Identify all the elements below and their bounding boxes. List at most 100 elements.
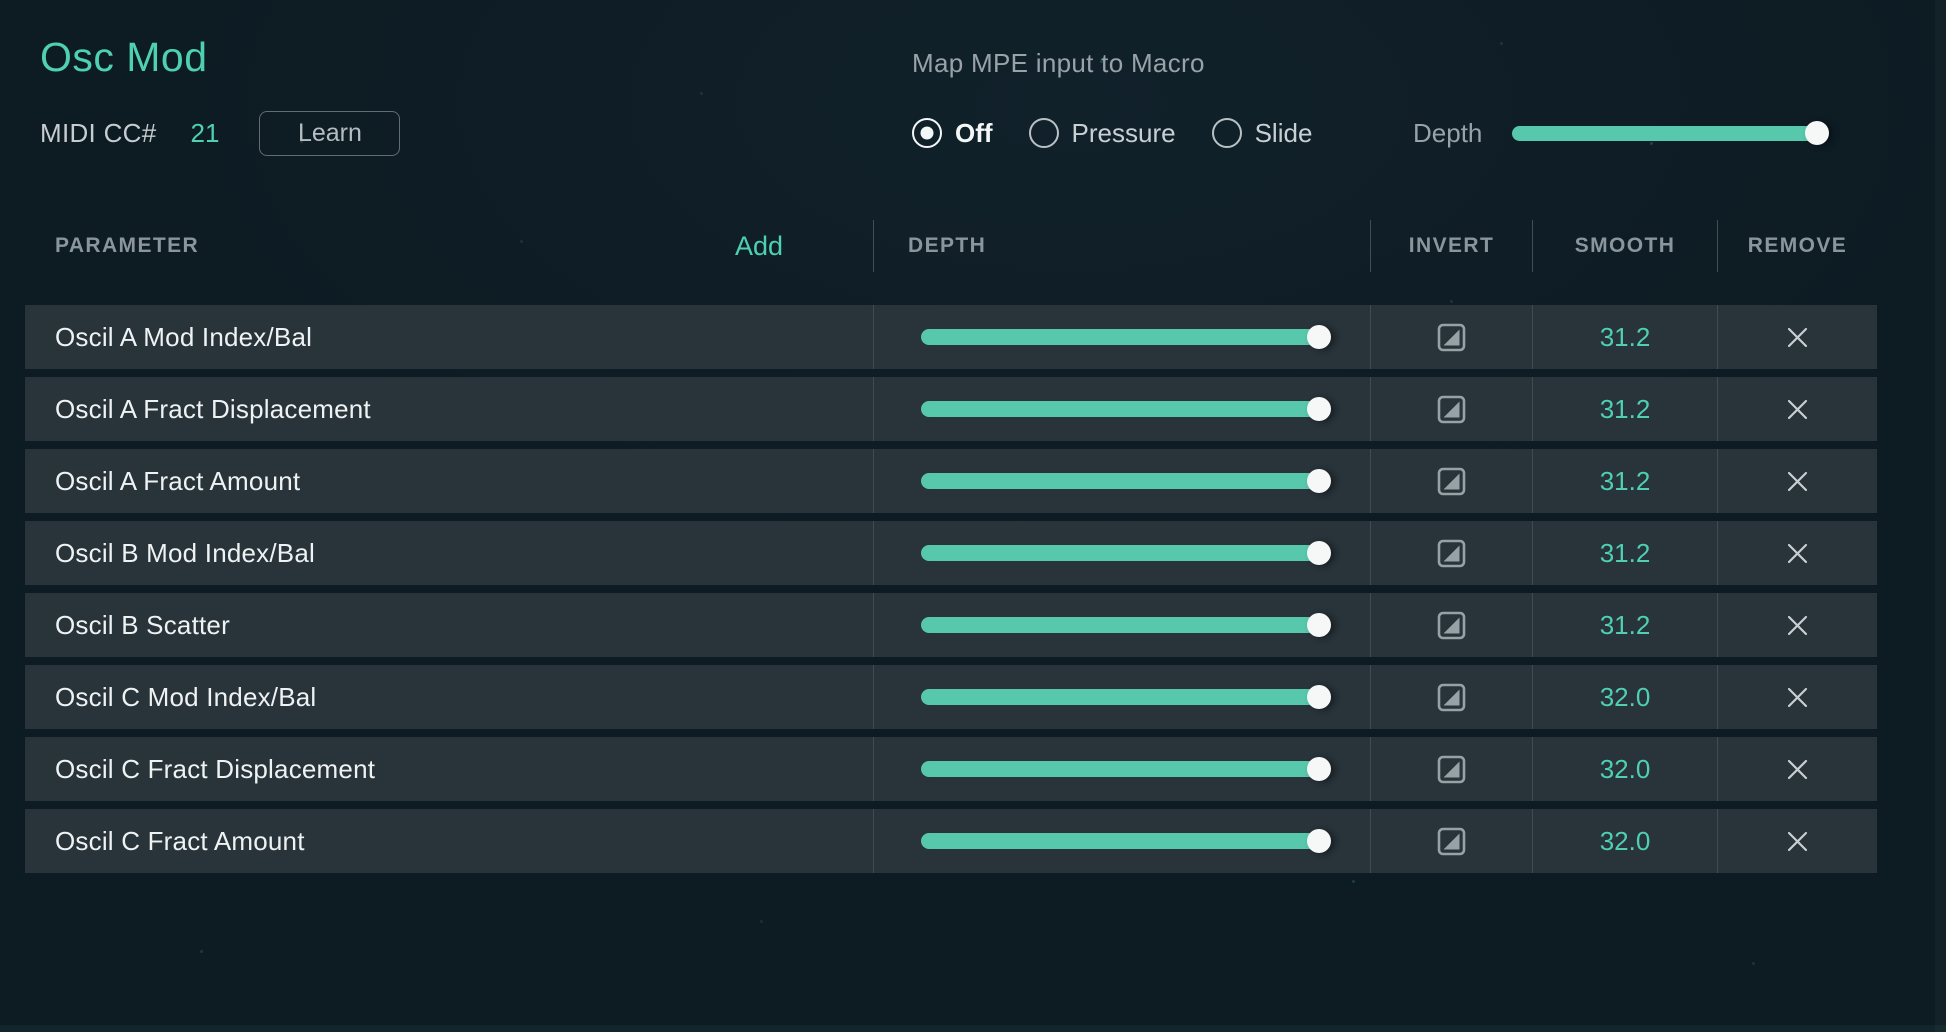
radio-label: Off: [955, 118, 993, 149]
depth-slider-thumb[interactable]: [1307, 613, 1331, 637]
midi-cc-label: MIDI CC#: [40, 118, 157, 149]
depth-slider[interactable]: [921, 833, 1331, 849]
osc-mod-panel: Osc Mod MIDI CC# 21 Learn Map MPE input …: [0, 0, 1946, 1032]
mpe-depth-label: Depth: [1413, 118, 1482, 149]
depth-slider-fill: [921, 689, 1319, 705]
depth-slider[interactable]: [921, 329, 1331, 345]
remove-button[interactable]: [1718, 593, 1877, 657]
depth-slider-thumb[interactable]: [1307, 757, 1331, 781]
invert-cell: [1370, 521, 1532, 585]
parameter-label: Oscil A Fract Displacement: [55, 394, 371, 425]
midi-cc-value[interactable]: 21: [191, 118, 220, 149]
remove-button[interactable]: [1718, 809, 1877, 873]
mpe-depth-slider-fill: [1512, 126, 1818, 141]
invert-button[interactable]: [1371, 809, 1532, 873]
invert-button[interactable]: [1371, 737, 1532, 801]
mpe-radio-off[interactable]: Off: [912, 118, 993, 149]
remove-button[interactable]: [1718, 305, 1877, 369]
invert-button[interactable]: [1371, 521, 1532, 585]
depth-slider-thumb[interactable]: [1307, 325, 1331, 349]
depth-slider-thumb[interactable]: [1307, 685, 1331, 709]
invert-icon: [1437, 755, 1466, 784]
depth-slider-thumb[interactable]: [1307, 541, 1331, 565]
depth-cell: [873, 521, 1370, 585]
remove-cell: [1717, 305, 1877, 369]
invert-button[interactable]: [1371, 593, 1532, 657]
depth-cell: [873, 377, 1370, 441]
remove-cell: [1717, 377, 1877, 441]
smooth-value[interactable]: 31.2: [1600, 466, 1651, 497]
depth-slider[interactable]: [921, 617, 1331, 633]
smooth-value[interactable]: 31.2: [1600, 322, 1651, 353]
smooth-value[interactable]: 32.0: [1600, 682, 1651, 713]
smooth-cell: 31.2: [1532, 593, 1717, 657]
parameter-name: Oscil A Fract Amount: [25, 449, 873, 513]
depth-slider[interactable]: [921, 545, 1331, 561]
midi-cc-row: MIDI CC# 21 Learn: [40, 110, 400, 156]
radio-label: Slide: [1255, 118, 1313, 149]
depth-slider-fill: [921, 617, 1319, 633]
table-header: PARAMETER Add DEPTH INVERT SMOOTH REMOVE: [25, 220, 1877, 272]
parameter-name: Oscil C Fract Displacement: [25, 737, 873, 801]
depth-cell: [873, 737, 1370, 801]
depth-cell: [873, 449, 1370, 513]
invert-icon: [1437, 467, 1466, 496]
remove-button[interactable]: [1718, 665, 1877, 729]
remove-x-icon: [1786, 614, 1809, 637]
remove-button[interactable]: [1718, 449, 1877, 513]
mpe-depth-slider-thumb[interactable]: [1805, 121, 1829, 145]
smooth-value[interactable]: 32.0: [1600, 754, 1651, 785]
table-row: Oscil C Mod Index/Bal 32.0: [25, 665, 1877, 729]
smooth-value[interactable]: 31.2: [1600, 610, 1651, 641]
parameter-name: Oscil C Mod Index/Bal: [25, 665, 873, 729]
right-edge-strip: [1935, 0, 1946, 1032]
depth-slider-fill: [921, 401, 1319, 417]
mpe-radio-slide[interactable]: Slide: [1212, 118, 1313, 149]
table-row: Oscil B Scatter 31.2: [25, 593, 1877, 657]
invert-button[interactable]: [1371, 449, 1532, 513]
add-parameter-button[interactable]: Add: [735, 231, 783, 262]
smooth-cell: 32.0: [1532, 809, 1717, 873]
table-body: Oscil A Mod Index/Bal 31.2: [25, 305, 1877, 881]
remove-button[interactable]: [1718, 737, 1877, 801]
mpe-depth-slider[interactable]: [1512, 126, 1818, 141]
invert-icon: [1437, 395, 1466, 424]
depth-slider-fill: [921, 473, 1319, 489]
depth-slider-thumb[interactable]: [1307, 469, 1331, 493]
invert-cell: [1370, 377, 1532, 441]
depth-cell: [873, 665, 1370, 729]
smooth-cell: 31.2: [1532, 449, 1717, 513]
remove-cell: [1717, 737, 1877, 801]
depth-slider-thumb[interactable]: [1307, 829, 1331, 853]
remove-x-icon: [1786, 326, 1809, 349]
depth-slider[interactable]: [921, 401, 1331, 417]
remove-button[interactable]: [1718, 521, 1877, 585]
invert-button[interactable]: [1371, 665, 1532, 729]
smooth-value[interactable]: 31.2: [1600, 394, 1651, 425]
depth-slider-thumb[interactable]: [1307, 397, 1331, 421]
learn-button[interactable]: Learn: [259, 111, 400, 156]
remove-cell: [1717, 593, 1877, 657]
invert-button[interactable]: [1371, 305, 1532, 369]
mpe-radio-pressure[interactable]: Pressure: [1029, 118, 1176, 149]
smooth-value[interactable]: 32.0: [1600, 826, 1651, 857]
background-speckles: [0, 0, 3, 3]
column-label-smooth: SMOOTH: [1575, 234, 1676, 258]
invert-icon: [1437, 323, 1466, 352]
remove-button[interactable]: [1718, 377, 1877, 441]
invert-cell: [1370, 593, 1532, 657]
depth-cell: [873, 809, 1370, 873]
remove-cell: [1717, 809, 1877, 873]
remove-x-icon: [1786, 830, 1809, 853]
depth-slider[interactable]: [921, 761, 1331, 777]
depth-cell: [873, 305, 1370, 369]
depth-slider[interactable]: [921, 689, 1331, 705]
invert-button[interactable]: [1371, 377, 1532, 441]
invert-icon: [1437, 683, 1466, 712]
depth-slider[interactable]: [921, 473, 1331, 489]
remove-x-icon: [1786, 686, 1809, 709]
remove-x-icon: [1786, 542, 1809, 565]
smooth-cell: 32.0: [1532, 665, 1717, 729]
parameter-label: Oscil C Mod Index/Bal: [55, 682, 316, 713]
smooth-value[interactable]: 31.2: [1600, 538, 1651, 569]
